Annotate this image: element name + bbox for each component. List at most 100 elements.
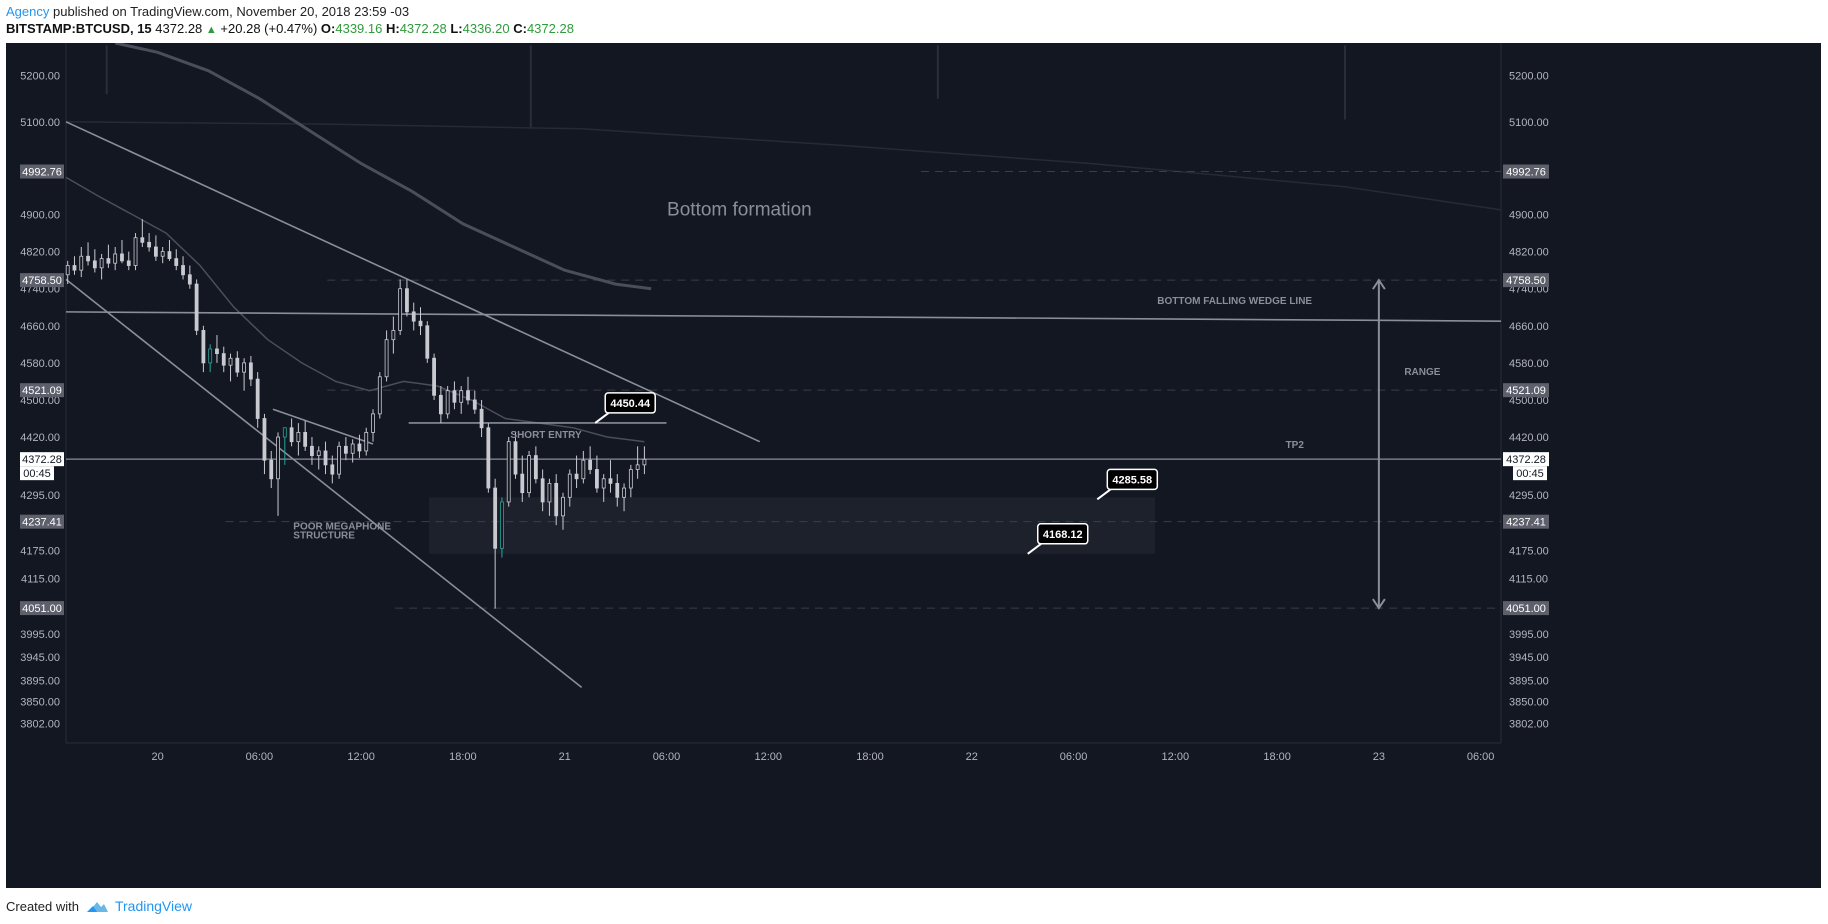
y-tick-left-2: 4900.00 <box>20 210 60 222</box>
candle-body-1 <box>72 265 77 271</box>
candle-body-67 <box>520 473 525 494</box>
y-tick-left-13: 3945.00 <box>20 652 60 664</box>
candle-body-34 <box>296 432 301 443</box>
candle-body-78 <box>595 469 599 489</box>
ohlc-legend: BITSTAMP:BTCUSD, 15 4372.28 ▲ +20.28 (+0… <box>6 21 574 36</box>
y-tick-right-14: 3895.00 <box>1509 675 1549 687</box>
chart-panel[interactable]: Bottom formation BOTTOM FALLING WEDGE LIN… <box>6 41 1821 888</box>
candle-body-44 <box>364 432 369 452</box>
candle-body-46 <box>377 376 382 415</box>
short-moving-average <box>65 176 645 443</box>
candle-body-21 <box>208 348 213 364</box>
candle-body-58 <box>459 390 464 403</box>
x-tick-9: 06:00 <box>1060 751 1088 763</box>
candle-body-81 <box>615 482 620 498</box>
bottom-formation-label: Bottom formation <box>667 200 812 221</box>
level-tag-right-3: 4372.28 <box>1506 454 1546 466</box>
close-value: 4372.28 <box>526 21 574 36</box>
level-tag-left-2: 4521.09 <box>22 385 62 397</box>
x-tick-13: 06:00 <box>1467 751 1495 763</box>
x-tick-12: 23 <box>1373 751 1385 763</box>
candle-body-59 <box>466 390 470 401</box>
target-zone-box <box>428 497 1155 554</box>
y-tick-left-8: 4420.00 <box>20 432 60 444</box>
candle-body-5 <box>99 258 104 269</box>
candle-body-8 <box>120 253 124 262</box>
candle-body-49 <box>398 288 403 331</box>
level-tag-left-3: 4372.28 <box>22 454 62 466</box>
x-tick-1: 06:00 <box>246 751 274 763</box>
level-tag-right-bg-4 <box>1503 514 1549 529</box>
y-tick-right-1: 5100.00 <box>1509 117 1549 129</box>
level-tag-right-bg-2 <box>1503 383 1549 398</box>
y-tick-right-8: 4420.00 <box>1509 432 1549 444</box>
candle-body-7 <box>113 253 118 264</box>
candle-body-27 <box>248 362 253 380</box>
y-tick-left-11: 4115.00 <box>21 573 60 585</box>
candle-body-9 <box>126 260 131 266</box>
price-chart[interactable]: Bottom formation BOTTOM FALLING WEDGE LIN… <box>6 41 1821 888</box>
range-arrow-down-head <box>1372 598 1386 610</box>
candle-body-29 <box>262 418 267 461</box>
high-value: 4372.28 <box>399 21 447 36</box>
y-tick-right-12: 3995.00 <box>1509 629 1549 641</box>
y-tick-left-9: 4295.00 <box>20 490 60 502</box>
candle-body-82 <box>622 487 626 498</box>
bottom-falling-wedge-label: BOTTOM FALLING WEDGE LINE <box>1157 296 1312 307</box>
level-tag-right-2: 4521.09 <box>1506 385 1546 397</box>
level-tag-right-bg-0 <box>1503 164 1549 179</box>
price-change: +20.28 (+0.47%) <box>220 21 318 36</box>
y-tick-left-14: 3895.00 <box>20 675 60 687</box>
tradingview-link[interactable]: TradingView <box>114 898 193 914</box>
candle-body-13 <box>153 246 158 257</box>
candle-body-31 <box>276 436 280 480</box>
candle-body-70 <box>540 478 545 503</box>
candle-body-40 <box>337 445 341 475</box>
level-tag-right-0: 4992.76 <box>1506 167 1546 179</box>
level-tag-left-bg-1 <box>20 273 64 288</box>
candle-body-22 <box>215 348 219 354</box>
candle-body-68 <box>527 455 531 494</box>
level-tag-left-0: 4992.76 <box>22 167 62 179</box>
callout-4168-box <box>1037 523 1089 545</box>
candle-body-73 <box>561 496 565 517</box>
x-tick-11: 18:00 <box>1263 751 1291 763</box>
candle-body-80 <box>608 478 613 484</box>
candle-body-45 <box>371 413 375 433</box>
upper-falling-wedge-line <box>65 121 761 443</box>
candle-body-84 <box>635 464 640 470</box>
y-tick-right-9: 4295.00 <box>1509 490 1549 502</box>
candle-body-14 <box>160 251 165 257</box>
open-label: O: <box>320 21 336 36</box>
y-tick-left-5: 4660.00 <box>20 321 60 333</box>
level-tag-left-bg-5 <box>20 601 64 616</box>
plot-area <box>66 43 1501 743</box>
candle-body-19 <box>194 283 199 331</box>
level-tag-right-1: 4758.50 <box>1506 275 1546 287</box>
candle-body-37 <box>316 450 321 456</box>
candle-body-85 <box>642 458 647 466</box>
tradingview-cloud-icon[interactable] <box>85 899 109 913</box>
candle-body-57 <box>452 390 457 403</box>
candle-body-71 <box>547 482 552 503</box>
high-label: H: <box>385 21 400 36</box>
candle-body-75 <box>574 473 579 480</box>
candle-body-50 <box>405 288 409 313</box>
y-tick-right-10: 4175.00 <box>1509 546 1549 558</box>
level-tag-right-bg-3 <box>1503 452 1549 467</box>
y-tick-left-3: 4820.00 <box>20 247 60 259</box>
candle-body-72 <box>554 482 559 517</box>
candle-body-30 <box>269 459 274 480</box>
megaphone-line <box>272 408 374 445</box>
y-tick-right-16: 3802.00 <box>1509 719 1549 731</box>
candle-body-64 <box>500 501 504 549</box>
candle-body-10 <box>133 237 138 266</box>
candle-body-0 <box>65 265 70 276</box>
level-tag-left-1: 4758.50 <box>22 275 62 287</box>
author-link[interactable]: Agency <box>6 4 50 19</box>
candle-body-18 <box>187 274 192 285</box>
low-value: 4336.20 <box>462 21 510 36</box>
candle-body-32 <box>282 427 287 438</box>
low-label: L: <box>450 21 463 36</box>
candle-body-36 <box>310 445 314 456</box>
